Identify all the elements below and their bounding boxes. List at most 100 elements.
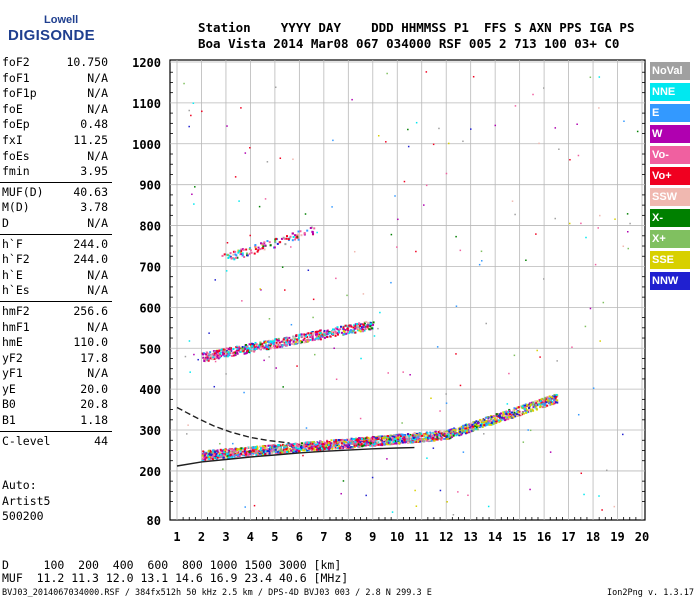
echo-point [364,440,367,443]
param-label: D [2,215,9,230]
echo-point [294,341,297,344]
echo-point [505,412,508,415]
echo-point [354,440,357,443]
echo-point [288,336,291,339]
noise-point [483,433,485,435]
echo-point [221,452,224,455]
echo-point [245,347,248,350]
param-label: C-level [2,433,51,448]
echo-point [388,439,391,442]
echo-point [244,452,247,455]
echo-point [223,452,226,455]
echo-point [530,410,533,413]
echo-point [258,346,261,349]
echo-point [266,452,269,455]
echo-point [274,448,277,451]
echo-point [205,456,208,459]
echo-point [345,444,348,447]
param-row: yF2 17.8 [0,351,112,367]
echo-point [390,441,393,444]
extrapolated-curve [176,406,290,444]
echo-point [250,343,253,346]
software-version: Ion2Png v. 1.3.17 [607,588,694,598]
echo-point [305,339,308,342]
echo-point [246,455,249,458]
noise-point [439,489,442,492]
echo-point [214,354,217,357]
echo-point [546,404,549,407]
echo-point [254,344,257,347]
param-value: 17.8 [80,350,108,365]
echo-point [253,449,256,452]
echo-point [350,442,353,445]
echo-point [464,429,467,432]
echo-point [316,336,319,339]
echo-point [234,354,237,357]
echo-point [434,437,437,440]
echo-point [377,443,380,446]
x-tick-label: 14 [488,530,502,544]
echo-point [480,422,483,425]
echo-point [371,443,374,446]
echo-point [228,254,231,257]
auto-scaling-info: Auto: Artist5 500200 [2,478,50,525]
echo-point [273,450,276,453]
echo-point [257,454,260,457]
echo-point [327,332,330,335]
noise-point [425,71,428,73]
echo-point [346,438,349,441]
echo-point [460,425,463,428]
echo-point [243,255,246,258]
echo-point [367,439,370,442]
echo-point [349,440,352,443]
echo-point [349,442,352,445]
echo-point [483,424,486,427]
noise-point [264,198,267,200]
echo-point [407,435,410,438]
echo-point [471,422,474,425]
echo-point [359,327,362,330]
noise-point [446,501,448,503]
noise-point [470,128,472,130]
noise-point [455,305,458,307]
echo-point [540,401,543,404]
echo-point [317,448,320,451]
echo-point [352,445,355,448]
echo-point [477,424,480,427]
echo-point [271,339,274,342]
echo-point [251,345,254,348]
noise-point [409,433,412,436]
echo-point [203,454,206,457]
echo-point [234,453,237,456]
echo-point [209,351,212,354]
noise-point [554,217,556,220]
echo-point [358,322,361,325]
echo-point [268,339,271,342]
echo-point [408,436,411,439]
echo-point [202,352,205,355]
echo-point [232,351,235,354]
echo-point [341,439,344,442]
echo-point [477,422,480,425]
noise-point [244,506,246,508]
echo-point [270,341,273,344]
echo-point [539,400,542,403]
echo-point [208,356,211,359]
echo-point [448,428,451,431]
echo-point [229,252,232,255]
echo-point [549,401,552,404]
echo-point [514,415,517,418]
echo-point [346,331,349,334]
noise-point [585,236,587,239]
param-label: foF1 [2,70,30,85]
echo-point [254,347,257,350]
echo-point [487,420,490,423]
noise-point [514,213,516,216]
echo-point [283,449,286,452]
echo-point [352,330,355,333]
noise-point [391,511,394,513]
echo-point [318,337,321,340]
echo-point [226,450,229,453]
echo-point [413,432,416,435]
echo-point [353,446,356,449]
